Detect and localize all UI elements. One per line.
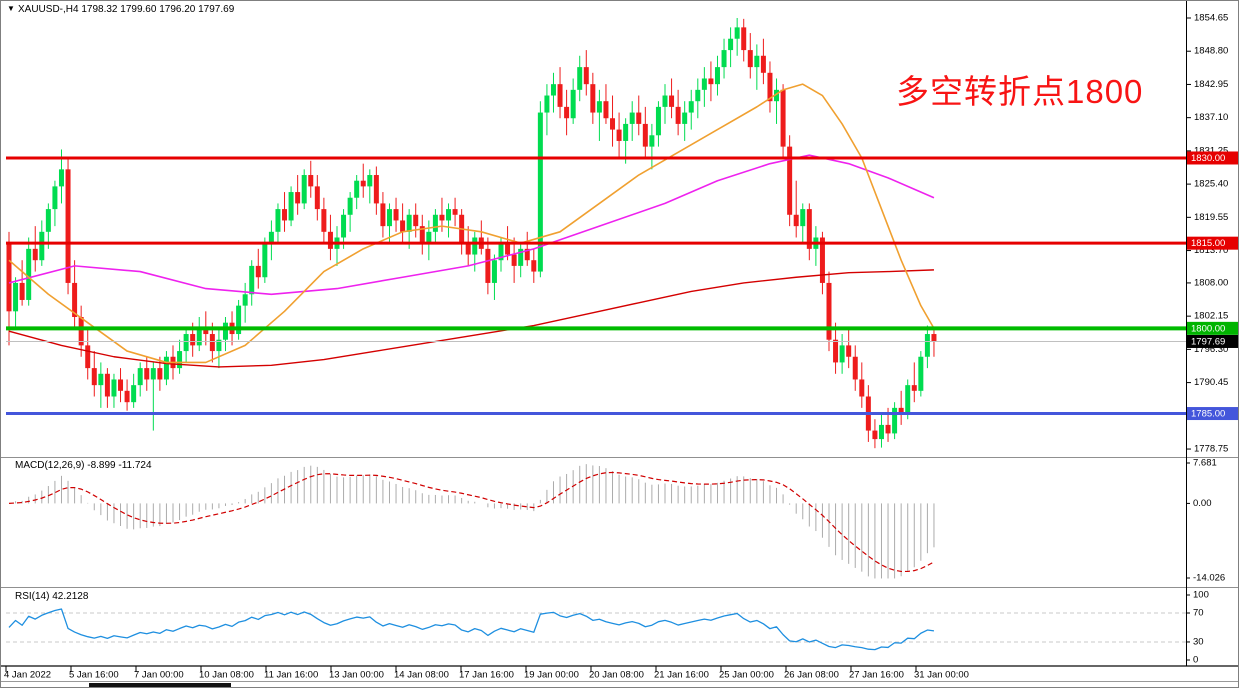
- price-marker-box: [1187, 236, 1238, 250]
- time-tick-label: 7 Jan 00:00: [134, 670, 184, 681]
- time-tick-label: 14 Jan 08:00: [394, 670, 449, 681]
- price-tick-label: 1813.70: [1194, 245, 1228, 256]
- price-tick-label: 1842.95: [1194, 79, 1228, 90]
- time-tick-label: 17 Jan 16:00: [459, 670, 514, 681]
- macd-tick-label: 7.681: [1193, 458, 1217, 469]
- time-tick-label: 4 Jan 2022: [4, 670, 51, 681]
- macd-signal-line: [8, 471, 935, 573]
- symbol-dropdown-icon[interactable]: ▼: [7, 4, 15, 13]
- price-marker-box: [1187, 334, 1238, 348]
- time-tick-label: 31 Jan 00:00: [914, 670, 969, 681]
- price-tick-label: 1825.40: [1194, 179, 1228, 190]
- rsi-tick-label: 0: [1193, 655, 1198, 666]
- time-tick-label: 25 Jan 00:00: [719, 670, 774, 681]
- price-tick-label: 1778.75: [1194, 444, 1228, 455]
- price-marker-label: 1800.00: [1191, 323, 1225, 334]
- time-tick-label: 11 Jan 16:00: [264, 670, 318, 681]
- macd-tick-label: 0.00: [1193, 498, 1212, 509]
- price-tick-label: 1796.30: [1194, 344, 1228, 355]
- price-tick-label: 1790.45: [1194, 377, 1228, 388]
- rsi-indicator-label: RSI(14) 42.2128: [15, 591, 89, 602]
- ma-fast-line: [8, 83, 935, 364]
- rsi-tick-label: 30: [1193, 636, 1204, 647]
- price-tick-label: 1854.65: [1194, 13, 1228, 24]
- price-marker-box: [1187, 151, 1238, 165]
- annotation-text: 多空转折点1800: [896, 73, 1144, 110]
- price-tick-label: 1837.10: [1194, 112, 1228, 123]
- chart-title: XAUUSD-,H4 1798.32 1799.60 1796.20 1797.…: [18, 4, 235, 15]
- ma-slow-line: [8, 269, 934, 368]
- rsi-tick-label: 100: [1193, 590, 1209, 601]
- time-tick-label: 27 Jan 16:00: [849, 670, 904, 681]
- price-marker-label: 1797.69: [1191, 336, 1225, 347]
- time-tick-label: 26 Jan 08:00: [784, 670, 839, 681]
- time-tick-label: 13 Jan 00:00: [329, 670, 384, 681]
- scrollbar-thumb[interactable]: [89, 683, 231, 687]
- time-tick-label: 21 Jan 16:00: [654, 670, 709, 681]
- rsi-line: [8, 608, 935, 651]
- price-tick-label: 1831.25: [1194, 145, 1228, 156]
- price-tick-label: 1808.00: [1194, 277, 1228, 288]
- price-marker-box: [1187, 321, 1238, 335]
- macd-tick-label: -14.026: [1193, 573, 1225, 584]
- price-marker-label: 1815.00: [1191, 238, 1225, 249]
- time-tick-label: 10 Jan 08:00: [199, 670, 254, 681]
- macd-indicator-label: MACD(12,26,9) -8.899 -11.724: [15, 460, 152, 471]
- horizontal-scrollbar[interactable]: [1, 681, 1238, 687]
- time-tick-label: 19 Jan 00:00: [524, 670, 579, 681]
- price-marker-label: 1785.00: [1191, 409, 1225, 420]
- rsi-tick-label: 70: [1193, 608, 1204, 619]
- price-marker-box: [1187, 407, 1238, 421]
- macd-histogram: [15, 464, 935, 579]
- price-tick-label: 1802.15: [1194, 311, 1228, 322]
- price-tick-label: 1819.55: [1194, 212, 1228, 223]
- time-tick-label: 5 Jan 16:00: [69, 670, 119, 681]
- candles-layer: [6, 18, 937, 449]
- price-tick-label: 1848.80: [1194, 46, 1228, 57]
- time-tick-label: 20 Jan 08:00: [589, 670, 644, 681]
- price-marker-label: 1830.00: [1191, 153, 1225, 164]
